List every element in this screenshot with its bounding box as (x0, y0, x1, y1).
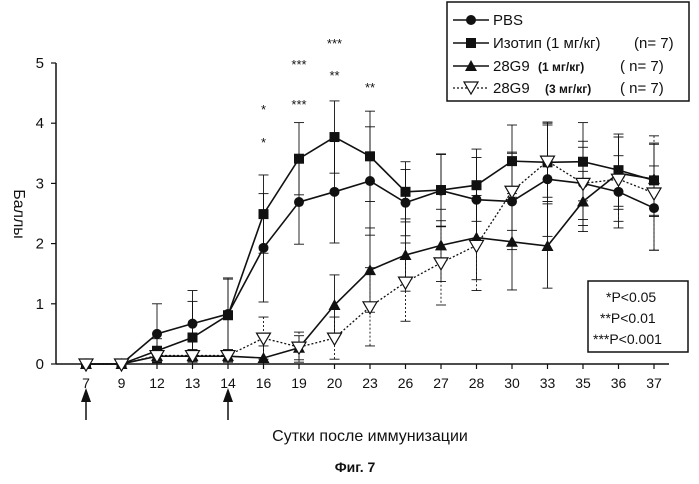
data-point (471, 180, 482, 191)
data-point (397, 276, 414, 291)
legend-n-isotype: (n= 7) (634, 35, 674, 52)
series-layer (77, 100, 663, 373)
data-point (468, 239, 485, 254)
data-point (258, 209, 269, 220)
pvalue-frame (587, 280, 689, 353)
x-tick-label: 36 (611, 375, 627, 391)
significance-mark: * (261, 135, 266, 150)
y-tick-label: 3 (36, 175, 44, 192)
legend-entry-isotype: Изотип (1 мг/кг) (n= 7) (453, 35, 674, 52)
legend-dose-28g9-3: (3 мг/кг) (545, 82, 591, 96)
data-point (255, 332, 272, 347)
legend-entry-pbs: PBS (453, 12, 523, 29)
legend-n-28g9-1: ( n= 7) (620, 58, 664, 75)
significance-mark: ** (329, 68, 339, 83)
y-tick-label: 2 (36, 236, 44, 253)
y-axis-label: Баллы (10, 189, 27, 239)
significance-layer: *************** (261, 36, 375, 150)
data-point (645, 187, 663, 202)
series-3 (77, 124, 663, 373)
x-tick-label: 7 (82, 375, 90, 391)
data-point (219, 349, 237, 364)
significance-mark: ** (365, 80, 375, 95)
data-point (77, 358, 95, 373)
data-point (399, 249, 412, 261)
data-point (436, 185, 446, 196)
data-point (184, 349, 201, 364)
data-point (400, 186, 411, 197)
data-point (148, 349, 166, 364)
x-tick-label: 33 (540, 375, 556, 391)
legend-dose-28g9-1: (1 мг/кг) (538, 60, 584, 74)
x-tick-label: 23 (362, 375, 378, 391)
y-tick-label: 5 (36, 55, 44, 72)
legend-n-28g9-3: ( n= 7) (620, 80, 664, 97)
significance-mark: * (261, 102, 266, 117)
legend-entry-28g9-1: 28G9 (1 мг/кг) ( n= 7) (453, 58, 664, 75)
data-point (223, 310, 233, 321)
injection-arrow-head (81, 388, 91, 402)
data-point (294, 153, 304, 164)
legend-marker-28g9-1 (465, 60, 477, 71)
data-point (326, 332, 343, 347)
y-tick-label: 0 (36, 356, 44, 373)
x-tick-label: 9 (118, 375, 126, 391)
x-tick-label: 37 (646, 375, 662, 391)
data-point (578, 156, 588, 167)
legend-entry-28g9-3: 28G9 (3 мг/кг) ( n= 7) (453, 80, 664, 97)
x-tick-label: 28 (469, 375, 485, 391)
pvalue-box: *P<0.05 **P<0.01 ***P<0.001 (587, 280, 689, 353)
pvalue-line-2: **P<0.01 (600, 310, 656, 326)
data-point (113, 358, 130, 373)
data-point (574, 177, 592, 192)
legend-marker-28g9-3 (462, 81, 480, 96)
data-point (328, 299, 341, 311)
significance-mark: *** (327, 36, 342, 51)
legend-label-28g9-1: 28G9 (493, 58, 530, 75)
data-point (329, 186, 340, 197)
legend: PBS Изотип (1 мг/кг) (n= 7) 28G9 (1 мг/к… (446, 1, 690, 102)
data-point (290, 341, 308, 356)
data-point (152, 328, 162, 339)
data-point (610, 173, 627, 188)
legend-label-pbs: PBS (493, 12, 523, 29)
data-point (187, 332, 198, 343)
data-point (648, 173, 660, 185)
data-point (539, 155, 556, 170)
pvalue-line-1: *P<0.05 (606, 289, 656, 305)
x-tick-label: 16 (256, 375, 272, 391)
data-point (329, 132, 340, 143)
x-tick-label: 30 (504, 375, 520, 391)
data-point (503, 185, 521, 200)
x-tick-label: 14 (220, 375, 236, 391)
data-point (294, 197, 304, 208)
pvalue-line-3: ***P<0.001 (593, 331, 662, 347)
x-tick-label: 20 (327, 375, 343, 391)
data-point (361, 301, 379, 316)
significance-mark: *** (291, 57, 306, 72)
legend-marker-isotype (466, 38, 476, 48)
x-tick-label: 19 (291, 375, 307, 391)
x-tick-label: 13 (185, 375, 201, 391)
injection-arrow-head (223, 388, 233, 402)
x-tick-label: 26 (398, 375, 414, 391)
data-point (432, 257, 450, 272)
x-tick-label: 27 (433, 375, 449, 391)
legend-marker-pbs (466, 15, 476, 25)
figure-caption: Фиг. 7 (335, 459, 376, 475)
data-point (541, 240, 554, 252)
legend-label-isotype: Изотип (1 мг/кг) (493, 35, 601, 52)
y-tick-label: 1 (36, 296, 44, 313)
x-tick-label: 12 (149, 375, 165, 391)
legend-label-28g9-3: 28G9 (493, 80, 530, 97)
y-tick-label: 4 (36, 115, 44, 132)
legend-frame (446, 1, 690, 102)
data-point (365, 151, 375, 162)
data-point (506, 235, 518, 247)
significance-mark: *** (291, 97, 306, 112)
x-axis-label: Сутки после иммунизации (272, 428, 468, 445)
x-tick-label: 35 (575, 375, 591, 391)
